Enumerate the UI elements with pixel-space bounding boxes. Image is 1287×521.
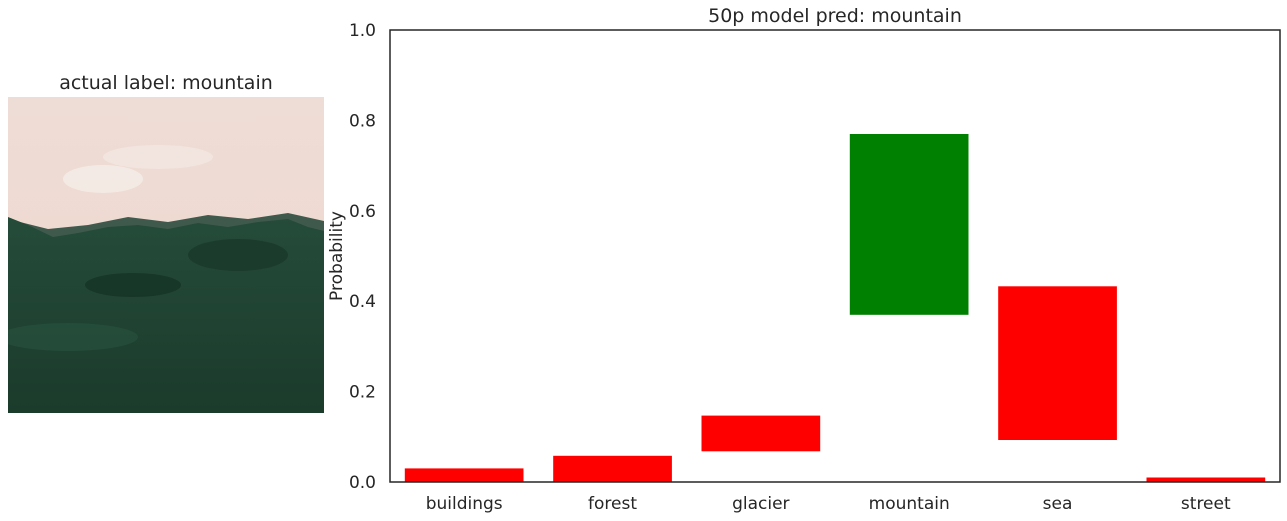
bar-mountain: [849, 134, 969, 315]
y-tick-label: 1.0: [349, 21, 376, 41]
bar-sea: [998, 286, 1117, 440]
bar-buildings: [404, 468, 524, 482]
cloud: [63, 165, 143, 193]
y-tick-label: 0.6: [349, 202, 376, 222]
x-tick-label: sea: [1043, 494, 1073, 514]
cloud: [103, 145, 213, 169]
plot-frame: [389, 29, 1281, 483]
shrub: [8, 323, 138, 351]
image-title: actual label: mountain: [59, 72, 273, 94]
landscape-photo: [8, 97, 324, 413]
shrub: [85, 273, 181, 297]
x-tick-label: buildings: [426, 494, 503, 514]
y-tick-label: 0.4: [349, 292, 376, 312]
bar-street: [1146, 477, 1266, 482]
x-tick-label: street: [1181, 494, 1231, 514]
y-tick-label: 0.0: [349, 473, 376, 493]
x-tick-label: glacier: [732, 494, 789, 514]
y-axis-label: Probability: [327, 211, 347, 301]
y-tick-label: 0.8: [349, 111, 376, 131]
shrub: [188, 239, 288, 271]
chart-title: 50p model pred: mountain: [708, 5, 962, 27]
y-tick-label: 0.2: [349, 383, 376, 403]
x-tick-label: mountain: [869, 494, 950, 514]
bar-forest: [553, 455, 672, 482]
x-tick-label: forest: [588, 494, 637, 514]
bar-glacier: [701, 415, 821, 452]
